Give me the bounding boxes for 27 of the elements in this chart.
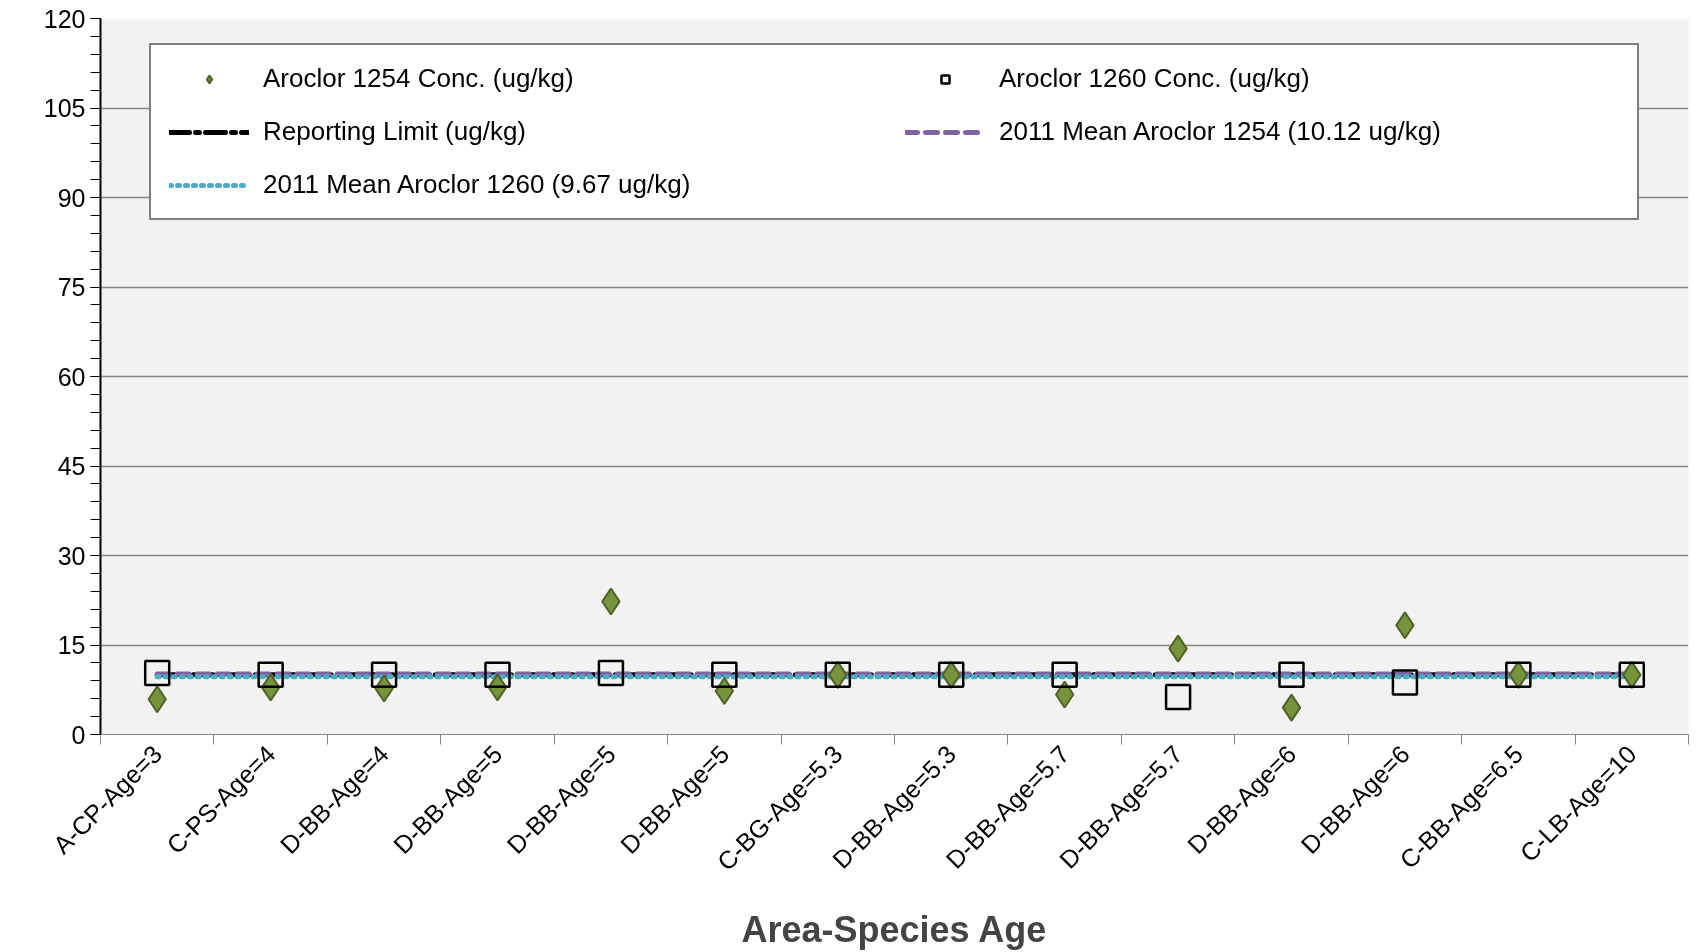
point (257, 661, 284, 689)
point (1051, 661, 1078, 689)
point (484, 661, 511, 689)
point (711, 661, 738, 689)
point (370, 661, 398, 689)
legend-label: Aroclor 1254 Conc. (ug/kg) (263, 63, 575, 94)
y-tick-label: 60 (57, 362, 86, 391)
y-tick-label: 75 (57, 273, 86, 301)
point (1278, 661, 1305, 689)
point (597, 659, 625, 687)
y-tick-label: 105 (43, 94, 86, 122)
point (1054, 680, 1075, 709)
y-tick-label: 30 (57, 541, 86, 570)
legend-label: 2011 Mean Aroclor 1254 (10.12 ug/kg) (999, 116, 1442, 147)
legend-label: 2011 Mean Aroclor 1260 (9.67 ug/kg) (263, 169, 692, 200)
point (1281, 693, 1302, 722)
x-axis-title: Area-Species Age (741, 908, 1047, 950)
point (143, 659, 171, 687)
y-tick-label: 120 (43, 4, 86, 33)
y-tick-label: 0 (71, 720, 86, 749)
point (1164, 683, 1192, 711)
legend-label: Reporting Limit (ug/kg) (263, 116, 527, 147)
y-tick-label: 90 (57, 183, 86, 212)
y-tick-label: 15 (57, 631, 86, 659)
point (1391, 669, 1419, 696)
y-tick-label: 45 (57, 452, 86, 480)
legend-label: Aroclor 1260 Conc. (ug/kg) (999, 63, 1311, 94)
